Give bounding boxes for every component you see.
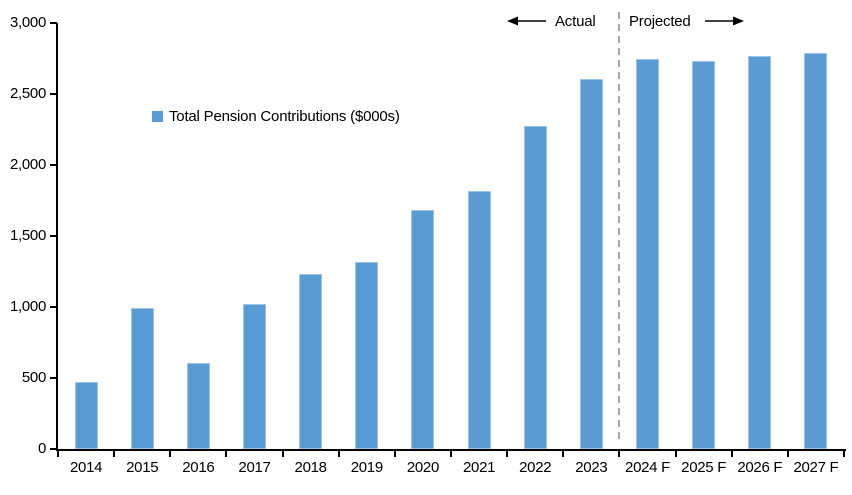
x-axis-tick-mark [450,449,452,457]
x-axis-category-label: 2017 [238,459,271,476]
bar-2016 [186,363,210,449]
y-axis-tick-mark [50,235,57,237]
y-axis-tick-mark [50,377,57,379]
y-axis-tick-label: 2,000 [9,156,46,173]
x-axis-category-label: 2020 [406,459,439,476]
bar-2014 [74,382,98,449]
y-axis-tick-label: 1,500 [9,227,46,244]
x-axis-tick-mark [113,449,116,457]
y-axis-tick-label: 0 [37,440,46,457]
bar-2018 [299,274,323,449]
x-axis-tick-mark [506,449,509,457]
bar-2027-f [804,52,828,449]
bar-2025-f [692,60,716,449]
x-axis-category-label: 2024 F [625,459,670,476]
x-axis-category-label: 2016 [182,459,215,476]
legend-label: Total Pension Contributions ($000s) [169,108,400,125]
x-axis-tick-mark [169,449,172,457]
projected-label: Projected [629,13,691,30]
actual-projected-divider [618,12,620,444]
legend-swatch-icon [152,111,163,122]
x-axis-category-label: 2027 F [793,459,839,476]
bar-2023 [579,79,603,449]
x-axis-tick-mark [281,449,284,457]
y-axis-tick-mark [50,448,57,450]
right-arrow-icon [705,16,744,26]
x-axis-tick-mark [393,449,396,457]
x-axis-category-label: 2014 [69,459,103,476]
x-axis-tick-mark [843,449,845,457]
x-axis-category-label: 2023 [575,459,608,476]
x-axis-category-label: 2019 [350,459,383,476]
bar-2026-f [748,56,772,449]
y-axis-tick-label: 1,000 [9,298,46,315]
x-axis-tick-mark [730,449,733,457]
bar-2022 [523,125,547,449]
x-axis-tick-mark [674,449,677,457]
x-axis-category-label: 2025 F [681,459,727,476]
y-axis-tick-label: 500 [21,369,46,386]
bar-2024-f [636,59,659,449]
left-arrow-icon [507,16,546,26]
y-axis-tick-mark [50,306,57,308]
bar-2021 [467,191,491,449]
x-axis-tick-mark [225,449,228,457]
y-axis-tick-mark [50,164,57,166]
x-axis-tick-mark [618,449,621,457]
x-axis-tick-mark [57,449,59,457]
x-axis-category-label: 2021 [462,459,496,476]
x-axis-category-label: 2022 [519,459,552,476]
x-axis-tick-mark [337,449,340,457]
bar-2020 [411,210,435,449]
x-axis-category-label: 2026 F [737,459,783,476]
bar-2019 [355,262,379,449]
bar-2015 [130,308,154,449]
y-axis-tick-label: 2,500 [9,85,46,102]
x-axis-category-label: 2015 [126,459,159,476]
actual-label: Actual [555,13,596,30]
y-axis-tick-mark [50,22,57,24]
x-axis-category-label: 2018 [294,459,327,476]
legend: Total Pension Contributions ($000s) [152,108,400,125]
bar-2017 [243,304,266,449]
x-axis-tick-mark [786,449,789,457]
x-axis-tick-mark [562,449,565,457]
y-axis-tick-label: 3,000 [9,14,46,31]
y-axis-tick-mark [50,93,57,95]
y-axis-line [56,23,58,451]
